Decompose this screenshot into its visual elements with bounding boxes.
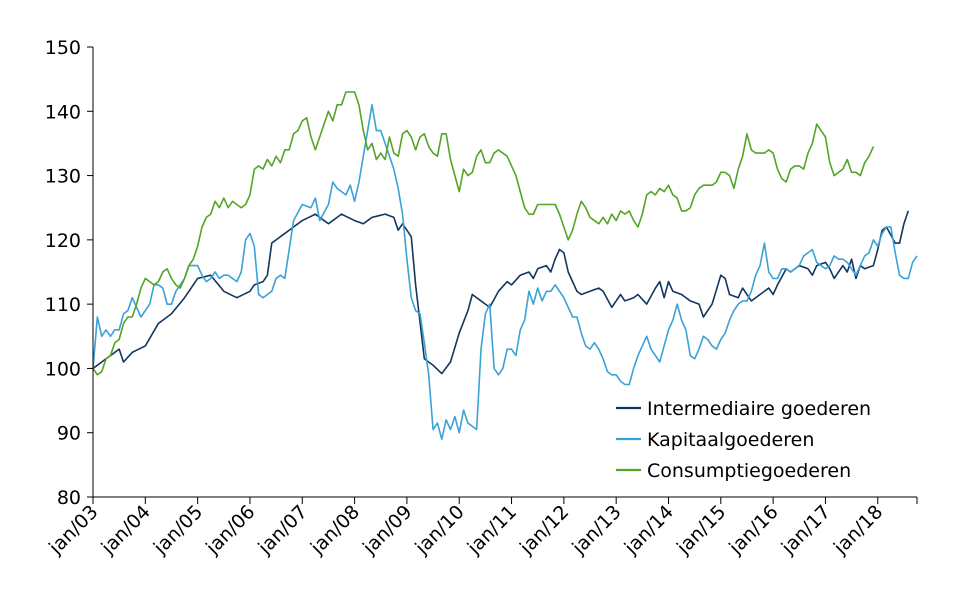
series-line-1 [92,210,910,375]
series-line-3 [92,91,875,376]
x-tick-label: jan/12 [515,501,573,559]
y-tick-label: 120 [45,230,81,252]
y-tick-label: 130 [45,166,81,188]
x-tick-label: jan/11 [463,501,521,559]
y-tick-label: 100 [45,358,81,380]
legend-label: Kapitaalgoederen [647,429,814,451]
y-tick-label: 80 [57,487,81,509]
x-tick-label: jan/10 [410,501,468,559]
legend-label: Intermediaire goederen [647,398,871,420]
y-tick-label: 90 [57,423,81,445]
y-tick-label: 140 [45,101,81,123]
y-tick-label: 110 [45,294,81,316]
legend-label: Consumptiegoederen [647,460,851,482]
x-tick-label: jan/14 [620,501,678,559]
x-tick-label: jan/16 [724,501,782,559]
x-tick-label: jan/05 [149,501,207,559]
x-tick-label: jan/03 [44,501,102,559]
x-tick-label: jan/17 [777,501,835,559]
series-line-2 [92,104,918,440]
y-tick-label: 150 [45,37,81,59]
x-tick-label: jan/09 [358,501,416,559]
x-tick-label: jan/04 [96,501,154,559]
y-axis: 80 90 100 110 120 130 140 150 [45,37,94,509]
x-tick-label: jan/15 [672,501,730,559]
x-tick-label: jan/08 [306,501,364,559]
legend: Intermediaire goederen Kapitaalgoederen Co… [616,398,871,482]
x-tick-label: jan/07 [253,501,311,559]
x-axis: jan/03jan/04jan/05jan/06jan/07jan/08jan/… [44,496,918,559]
x-tick-label: jan/13 [567,501,625,559]
plot-lines [92,91,918,440]
x-tick-label: jan/18 [829,501,887,559]
x-tick-label: jan/06 [201,501,259,559]
